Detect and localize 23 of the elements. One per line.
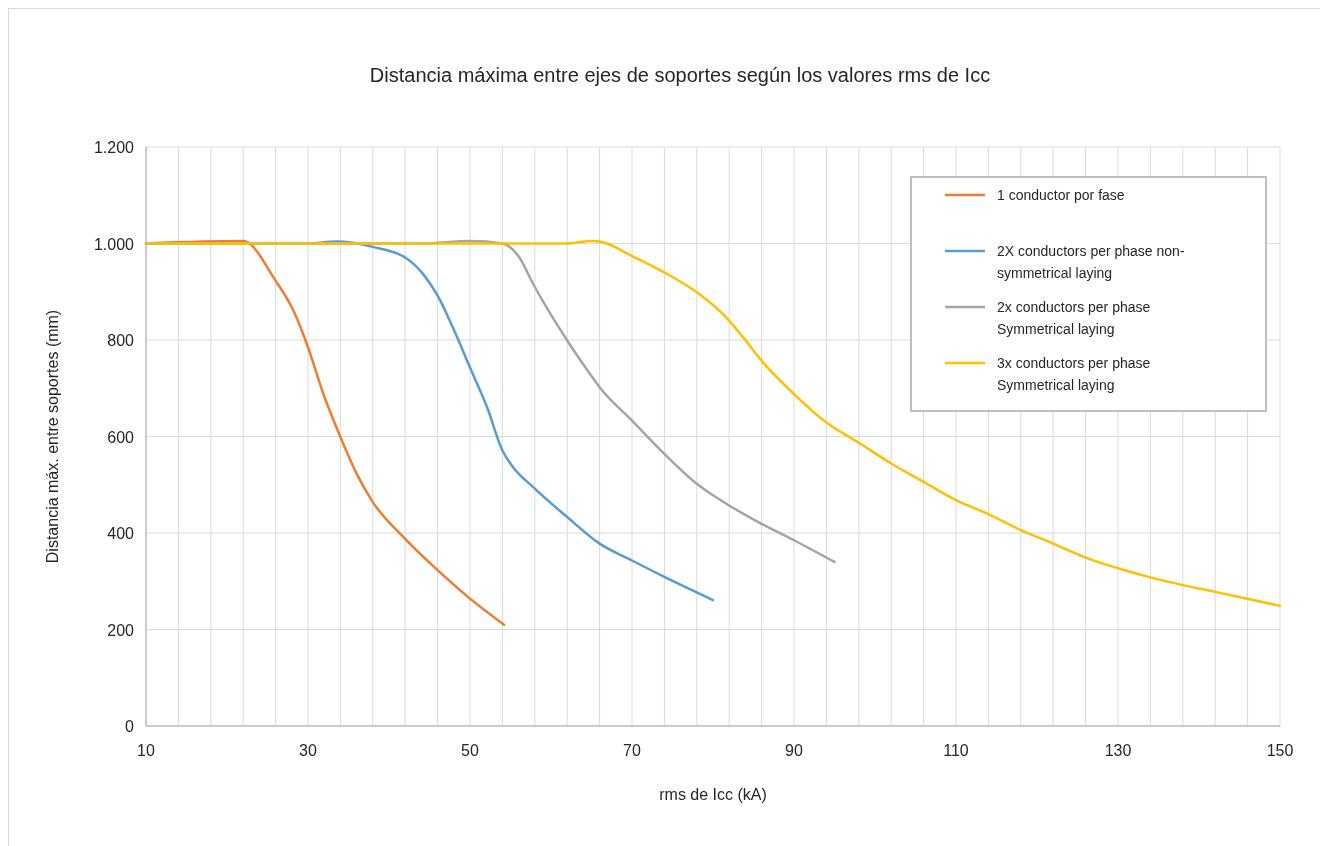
x-tick-label: 90 [785, 742, 803, 759]
y-tick-label: 200 [107, 621, 135, 639]
chart-title: Distancia máxima entre ejes de soportes según los valores rms de Icc [369, 64, 991, 86]
x-tick-label: 110 [943, 742, 969, 759]
x-axis-title: rms de Icc (kA) [659, 786, 767, 803]
legend-label: 2x conductors per phase Symmetrical laying [997, 299, 1151, 337]
x-tick-label: 150 [1266, 742, 1294, 759]
y-tick-label: 400 [107, 525, 135, 542]
y-tick-label: 800 [107, 332, 135, 349]
y-tick-label: 600 [107, 428, 135, 446]
y-tick-label: 0 [125, 718, 135, 735]
y-tick-label: 1.200 [93, 139, 135, 156]
legend-label: 2X conductors per phase non-symmetrical laying [997, 243, 1185, 281]
line-series [144, 239, 1282, 608]
legend-label: 1 conductor por fase [997, 187, 1125, 203]
x-tick-label: 130 [1104, 742, 1132, 759]
legend-label: 3x conductors per phase Symmetrical laying [997, 355, 1151, 393]
x-tick-label: 30 [299, 742, 317, 759]
x-tick-label: 70 [623, 742, 641, 759]
y-axis-title: Distancia máx. entre soportes (mm) [44, 309, 61, 564]
x-tick-label: 10 [137, 742, 155, 759]
y-tick-label: 1.000 [93, 235, 135, 253]
x-tick-label: 50 [461, 742, 479, 759]
